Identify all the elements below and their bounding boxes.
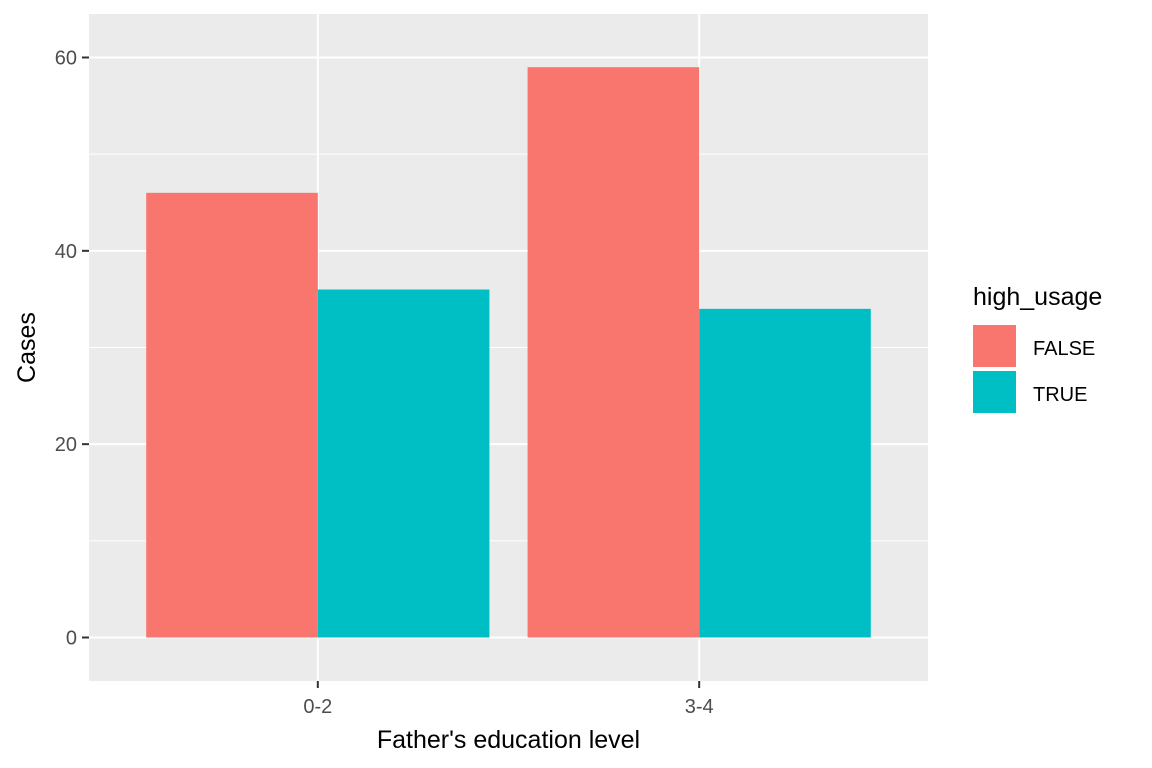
- y-axis: 0 20 40 60: [55, 48, 89, 650]
- legend-key-true: [973, 371, 1016, 413]
- legend-label-true: TRUE: [1033, 384, 1087, 406]
- x-axis-title: Father's education level: [377, 726, 640, 754]
- bar-false-0-2: [146, 192, 318, 638]
- x-tick-label: 0-2: [303, 696, 332, 718]
- legend: high_usage FALSE TRUE: [973, 283, 1102, 413]
- x-tick-label: 3-4: [685, 696, 714, 718]
- bar-false-3-4: [527, 67, 700, 638]
- x-axis: 0-2 3-4: [303, 681, 714, 718]
- bar-true-3-4: [699, 308, 871, 638]
- legend-title: high_usage: [973, 283, 1102, 311]
- y-tick-label: 40: [55, 241, 77, 263]
- bars-layer: [146, 67, 871, 638]
- y-tick-label: 60: [55, 48, 77, 70]
- y-axis-title: Cases: [13, 312, 41, 383]
- y-tick-label: 20: [55, 434, 77, 456]
- legend-label-false: FALSE: [1033, 338, 1095, 360]
- bar-true-0-2: [317, 289, 490, 638]
- legend-key-false: [973, 325, 1016, 367]
- y-tick-label: 0: [66, 628, 77, 650]
